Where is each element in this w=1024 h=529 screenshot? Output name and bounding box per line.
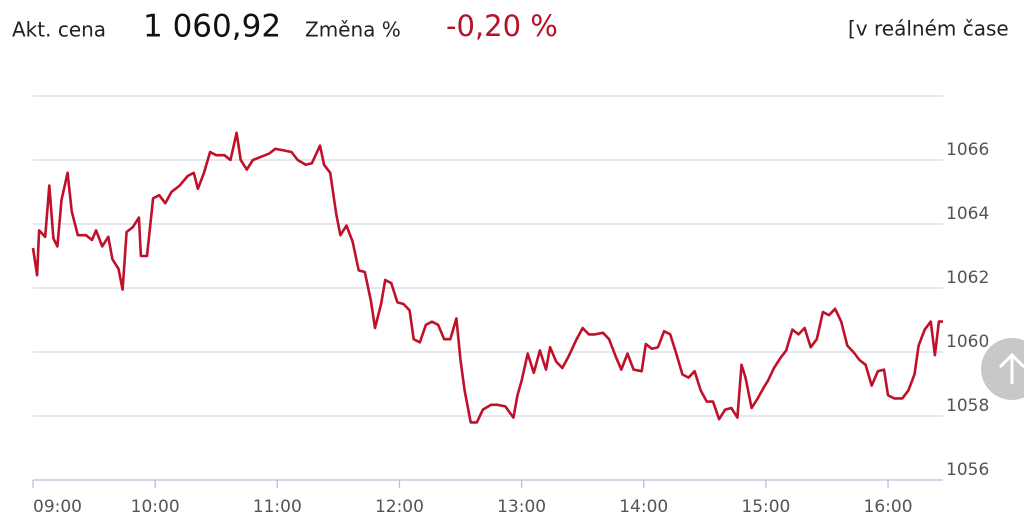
realtime-label: [v reálném čase <box>848 17 1009 41</box>
price: 1 060,92 <box>143 9 281 45</box>
button-circle[interactable] <box>981 338 1024 400</box>
y-tick-label: 1066 <box>946 140 989 160</box>
x-tick-label: 12:00 <box>375 497 424 517</box>
x-tick-label: 13:00 <box>497 497 546 517</box>
arrow-up-icon[interactable] <box>998 352 1024 384</box>
change: -0,20 % <box>446 9 558 43</box>
y-tick-label: 1058 <box>946 396 989 416</box>
x-tick-label: 16:00 <box>864 497 913 517</box>
y-tick-label: 1056 <box>946 460 989 480</box>
price-label: Akt. cena <box>12 18 106 42</box>
y-tick-label: 1064 <box>946 204 989 224</box>
change-label: Změna % <box>305 18 401 42</box>
scroll-top-button[interactable] <box>981 338 1024 400</box>
x-tick-label: 09:00 <box>33 497 82 517</box>
y-tick-label: 1062 <box>946 268 989 288</box>
x-tick-label: 11:00 <box>253 497 302 517</box>
x-tick-label: 10:00 <box>131 497 180 517</box>
y-tick-label: 1060 <box>946 332 989 352</box>
plot: 1056 1058 1060 1062 1064 1066 09:00 10:00 11:00 1… <box>31 95 989 517</box>
x-tick-label: 14:00 <box>619 497 668 517</box>
x-tick-label: 15:00 <box>741 497 790 517</box>
price-line <box>31 131 943 424</box>
